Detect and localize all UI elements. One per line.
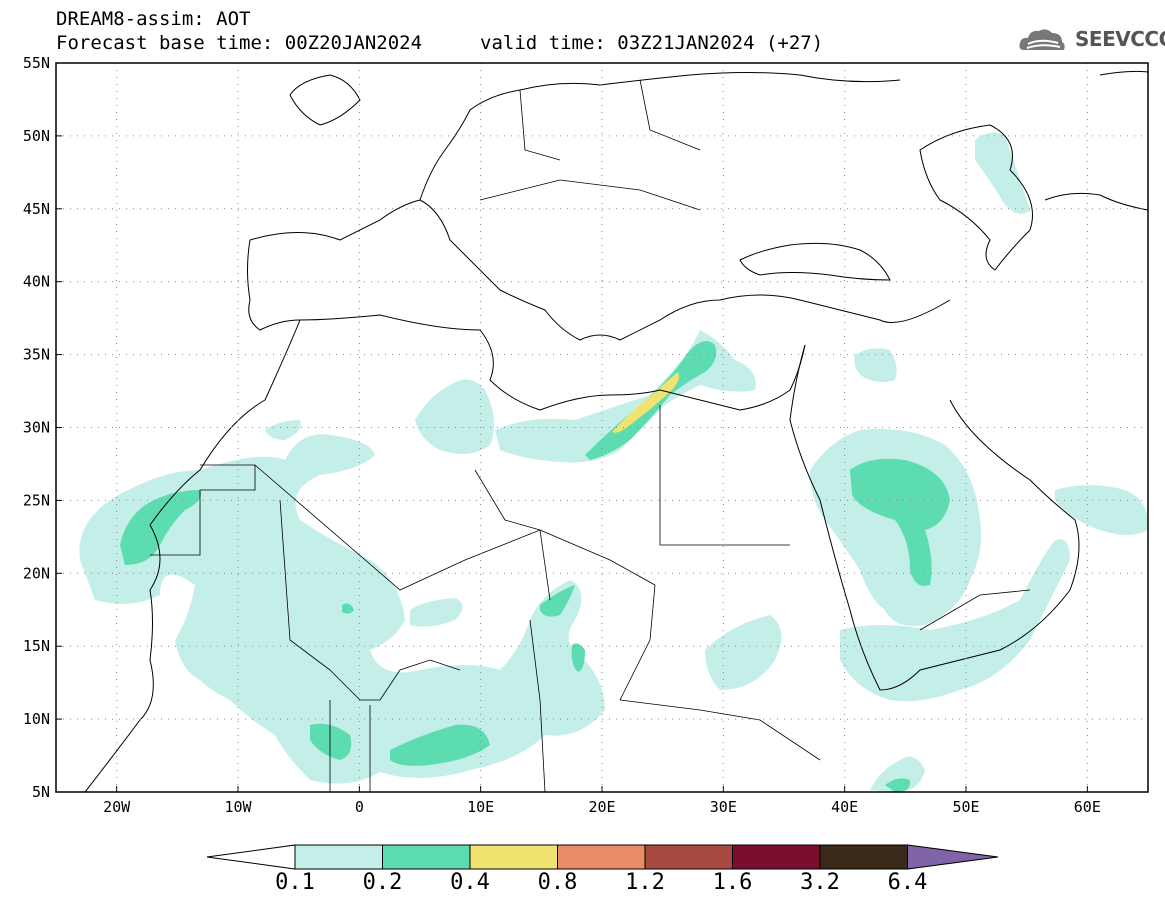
aot-region-ghana [310, 723, 352, 760]
colorbar-label: 0.8 [537, 870, 578, 895]
lon-tick-label: 50E [952, 798, 979, 816]
aot-region-central [410, 598, 463, 627]
lon-axis: 20W 10W 0 10E 20E 30E 40E 50E 60E [103, 786, 1101, 816]
colorbar-cell [382, 844, 471, 870]
lat-tick-label: 25N [23, 491, 50, 509]
map-title: DREAM8-assim: AOT [56, 8, 251, 30]
colorbar-cell [819, 844, 908, 870]
aot-region-chad [540, 585, 575, 617]
aot-region-somalia [885, 778, 911, 792]
forecast-base-time: Forecast base time: 00Z20JAN2024 [56, 32, 423, 54]
lat-tick-label: 35N [23, 346, 50, 364]
aot-region-western-sahara [120, 490, 201, 565]
lat-tick-label: 50N [23, 127, 50, 145]
colorbar-label: 0.4 [450, 870, 490, 895]
lat-tick-label: 30N [23, 419, 50, 437]
colorbar-cell [469, 844, 558, 870]
lon-tick-label: 40E [831, 798, 858, 816]
lon-tick-label: 0 [355, 798, 364, 816]
aot-region-sahara-north [415, 379, 494, 454]
coastlines [84, 70, 1148, 792]
colorbar-label: 0.2 [362, 870, 403, 895]
cloud-icon [1019, 29, 1065, 50]
colorbar-cell [732, 844, 821, 870]
lat-tick-label: 20N [23, 564, 50, 582]
aot-region-arabia-core [850, 458, 950, 586]
colorbar-cell [644, 844, 733, 870]
lon-tick-label: 30E [710, 798, 737, 816]
aot-region-sahel-spot [342, 603, 354, 614]
lon-tick-label: 10W [224, 798, 252, 816]
colorbar-cell [557, 844, 646, 870]
grid-lines [56, 63, 1148, 792]
aot-region-sudan [705, 615, 782, 690]
aot-region-levant [854, 348, 897, 383]
colorbar-label: 3.2 [800, 870, 840, 895]
aot-contours [79, 70, 1148, 792]
lon-tick-label: 60E [1074, 798, 1101, 816]
logo-text: SEEVCCC [1075, 27, 1165, 51]
aot-region-chad-south [571, 643, 585, 672]
lat-tick-label: 40N [23, 273, 50, 291]
lat-axis: 55N 50N 45N 40N 35N 30N 25N 20N 15N 10N 5N [23, 54, 62, 801]
aot-region-yemen [840, 539, 1070, 702]
colorbar-label: 1.6 [712, 870, 753, 895]
aot-region-gulf [1055, 485, 1148, 535]
colorbar-cell [294, 844, 383, 870]
aot-region-caspian [975, 132, 1030, 214]
colorbar-left-arrow [206, 844, 296, 870]
colorbar-right-arrow [907, 844, 999, 870]
lat-tick-label: 5N [32, 783, 50, 801]
lat-tick-label: 55N [23, 54, 50, 72]
lat-tick-label: 15N [23, 637, 50, 655]
valid-time: valid time: 03Z21JAN2024 (+27) [480, 32, 824, 54]
colorbar-label: 0.1 [275, 870, 315, 895]
aot-region-morocco [265, 420, 301, 440]
aot-region-nigeria [390, 724, 490, 766]
borders [150, 79, 1031, 792]
aot-region-plume [612, 372, 679, 433]
lon-tick-label: 10E [467, 798, 494, 816]
lon-tick-label: 20W [103, 798, 131, 816]
aot-region-horn [870, 756, 925, 792]
colorbar-label: 1.2 [625, 870, 665, 895]
colorbar [206, 844, 999, 870]
lon-tick-label: 20E [588, 798, 615, 816]
lat-tick-label: 45N [23, 200, 50, 218]
lat-tick-label: 10N [23, 710, 50, 728]
colorbar-label: 6.4 [887, 870, 928, 895]
